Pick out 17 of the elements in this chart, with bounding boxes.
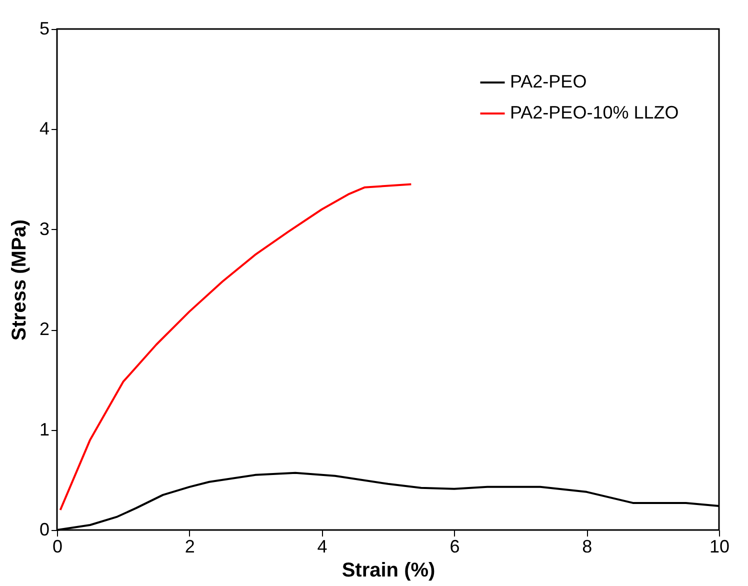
y-tick-label: 5 (39, 18, 50, 38)
x-axis-title: Strain (%) (342, 560, 436, 582)
y-tick-label: 4 (39, 118, 50, 139)
x-tick-label: 4 (317, 536, 328, 556)
y-tick-label: 3 (39, 218, 50, 239)
y-tick-label: 2 (39, 319, 50, 340)
y-tick-label: 1 (39, 419, 50, 440)
x-tick-label: 0 (52, 536, 63, 556)
legend-label: PA2-PEO (510, 72, 587, 92)
line-series (59, 183, 412, 511)
x-tick-label: 2 (184, 536, 195, 556)
x-tick-label: 6 (450, 536, 460, 556)
legend-label: PA2-PEO-10% LLZO (510, 102, 679, 122)
x-tick-label: 8 (582, 536, 592, 556)
x-tick-label: 10 (709, 536, 730, 556)
y-axis-title: Stress (MPa) (8, 219, 30, 341)
y-tick-label: 0 (39, 520, 50, 540)
